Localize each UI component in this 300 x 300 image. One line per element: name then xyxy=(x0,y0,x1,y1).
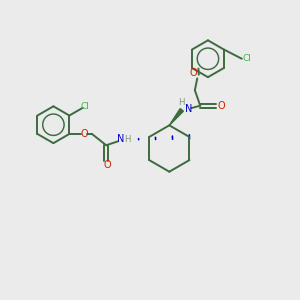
Text: O: O xyxy=(189,68,197,78)
Text: N: N xyxy=(117,134,125,144)
Polygon shape xyxy=(169,109,183,125)
Text: O: O xyxy=(80,129,88,139)
Text: N: N xyxy=(185,104,192,114)
Text: O: O xyxy=(217,101,225,111)
Text: H: H xyxy=(124,135,131,144)
Text: O: O xyxy=(104,160,112,170)
Text: H: H xyxy=(178,98,184,106)
Text: Cl: Cl xyxy=(243,54,252,63)
Text: Cl: Cl xyxy=(81,102,90,111)
